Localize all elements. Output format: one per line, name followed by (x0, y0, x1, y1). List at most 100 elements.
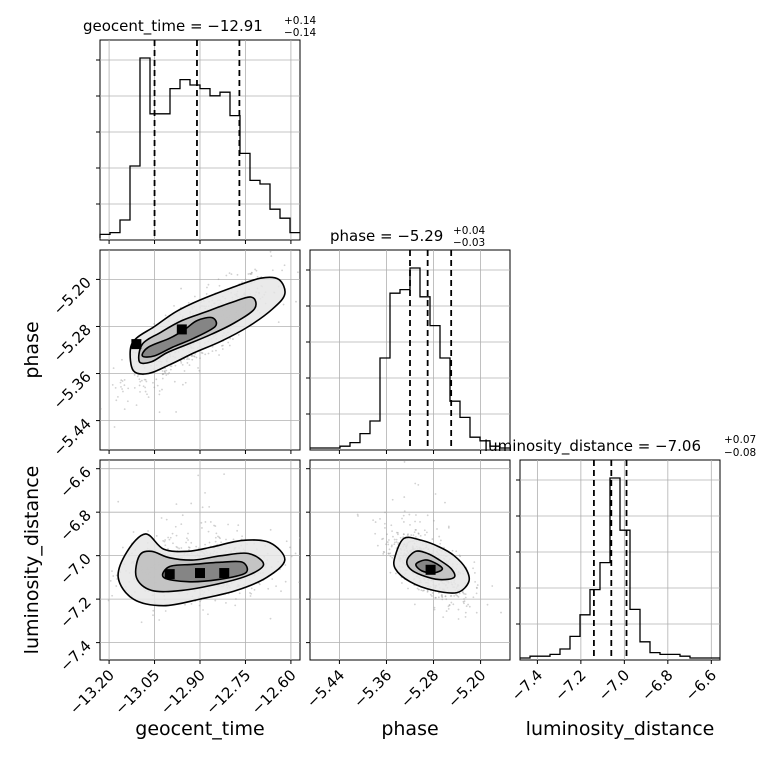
scatter-point (221, 344, 223, 347)
scatter-point (406, 534, 409, 537)
scatter-point (441, 596, 444, 599)
tick-label-y: −7.2 (56, 593, 94, 631)
scatter-point (135, 404, 138, 407)
scatter-point (138, 384, 141, 387)
scatter-point (453, 595, 456, 597)
scatter-point (181, 514, 184, 517)
tick-label-x: −13.20 (66, 666, 118, 718)
contour-line (117, 533, 286, 607)
scatter-point (241, 281, 243, 284)
scatter-point (201, 506, 204, 509)
scatter-point (457, 608, 460, 611)
scatter-point (164, 544, 167, 547)
scatter-point (138, 378, 141, 381)
title-luminosity-distance: luminosity_distance = −7.06 (484, 437, 701, 456)
scatter-point (232, 338, 234, 340)
scatter-point (476, 584, 479, 586)
scatter-point (238, 592, 241, 595)
scatter-point (218, 354, 220, 356)
scatter-point (190, 355, 193, 358)
scatter-point (190, 502, 193, 505)
tick-label-x: −6.8 (638, 666, 676, 704)
scatter-point (416, 587, 419, 590)
scatter-point (161, 372, 164, 375)
scatter-point (109, 579, 112, 582)
scatter-point (225, 602, 227, 604)
tick-label-x: −12.75 (202, 666, 254, 718)
scatter-point (296, 271, 299, 274)
scatter-point (475, 611, 478, 614)
scatter-point (219, 537, 221, 540)
scatter-point (225, 274, 228, 277)
title-luminosity-distance-lower: −0.08 (724, 447, 756, 459)
scatter-point (197, 367, 199, 369)
scatter-point (426, 589, 429, 592)
scatter-point (269, 617, 272, 620)
scatter-point (213, 524, 215, 527)
scatter-point (91, 395, 93, 397)
scatter-point (98, 572, 100, 574)
scatter-point (431, 592, 434, 594)
density-peak (164, 569, 175, 580)
scatter-point (199, 357, 201, 360)
scatter-point (167, 372, 169, 375)
scatter-point (190, 603, 193, 605)
tick-label-x: −7.4 (508, 666, 546, 704)
scatter-point (194, 352, 197, 355)
scatter-point (402, 536, 405, 539)
scatter-point (393, 538, 396, 541)
scatter-point (195, 356, 198, 359)
scatter-point (221, 348, 224, 350)
scatter-point (120, 385, 122, 388)
scatter-point (175, 503, 178, 506)
tick-label-x: −6.6 (682, 666, 720, 704)
scatter-point (115, 585, 118, 587)
scatter-point (419, 534, 422, 537)
panel-geocent-time-histogram (96, 39, 301, 244)
scatter-point (198, 369, 201, 372)
title-phase-upper: +0.04 (453, 225, 485, 237)
tick-label-x: −13.05 (111, 666, 163, 718)
scatter-point (167, 536, 170, 539)
scatter-point (388, 548, 391, 551)
scatter-point (384, 527, 386, 529)
scatter-point (417, 532, 420, 535)
scatter-point (147, 396, 150, 399)
scatter-point (200, 351, 203, 354)
scatter-point (227, 341, 230, 344)
scatter-point (169, 536, 172, 539)
scatter-point (434, 493, 437, 495)
scatter-point (447, 605, 450, 608)
scatter-point (126, 400, 129, 403)
scatter-point (450, 594, 453, 597)
scatter-point (230, 273, 233, 276)
scatter-point (161, 377, 164, 380)
scatter-point (387, 552, 390, 555)
scatter-point (403, 510, 406, 513)
scatter-point (413, 531, 416, 534)
scatter-point (146, 393, 148, 396)
scatter-point (191, 358, 194, 361)
scatter-point (383, 551, 386, 554)
ylabel-luminosity-distance: luminosity_distance (21, 466, 43, 655)
scatter-point (241, 535, 243, 538)
scatter-point (250, 271, 253, 274)
tick-label-x: −12.90 (157, 666, 209, 718)
scatter-point (214, 599, 217, 602)
scatter-point (174, 364, 177, 367)
scatter-point (158, 393, 161, 396)
scatter-point (414, 528, 417, 531)
scatter-point (280, 590, 282, 593)
scatter-point (407, 533, 409, 536)
tick-label-x: −5.28 (397, 666, 442, 711)
scatter-point (132, 531, 135, 533)
scatter-point (275, 585, 277, 588)
scatter-point (395, 538, 398, 541)
scatter-point (468, 605, 471, 608)
title-phase-lower: −0.03 (453, 237, 485, 249)
scatter-point (214, 536, 217, 539)
scatter-point (402, 521, 405, 523)
scatter-point (402, 533, 405, 536)
scatter-point (476, 587, 478, 590)
scatter-point (412, 534, 415, 537)
